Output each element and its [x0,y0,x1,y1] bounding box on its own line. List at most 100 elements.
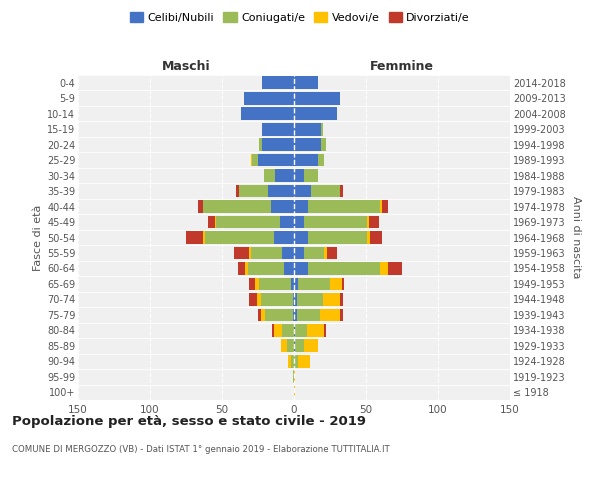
Bar [205,231,274,244]
Bar [294,169,304,182]
Y-axis label: Fasce di età: Fasce di età [32,204,43,270]
Bar [294,76,319,89]
Bar [308,231,367,244]
Bar [294,340,295,352]
Bar [262,76,294,89]
Text: Maschi: Maschi [161,60,211,72]
Bar [291,278,294,290]
Bar [215,216,216,228]
Bar [370,231,382,244]
Bar [197,200,203,213]
Bar [294,262,308,275]
Bar [294,293,297,306]
Bar [388,262,402,275]
Bar [294,324,295,336]
Bar [271,200,294,213]
Bar [297,308,320,321]
Bar [294,308,297,321]
Bar [264,169,275,182]
Bar [250,278,255,290]
Bar [367,231,370,244]
Bar [274,231,294,244]
Bar [380,200,382,213]
Bar [250,293,257,306]
Bar [294,370,295,383]
Bar [241,108,294,120]
Bar [244,92,294,104]
Bar [236,184,239,198]
Bar [186,231,203,244]
Bar [251,154,252,166]
Text: Popolazione per età, sesso e stato civile - 2019: Popolazione per età, sesso e stato civil… [12,415,366,428]
Bar [308,200,380,213]
Bar [369,216,379,228]
Bar [294,138,322,151]
Bar [311,184,340,198]
Bar [275,169,294,182]
Bar [298,355,310,368]
Bar [322,123,323,136]
Bar [284,262,294,275]
Bar [324,324,326,336]
Bar [294,200,308,213]
Bar [304,340,319,352]
Bar [330,278,341,290]
Bar [307,324,324,336]
Bar [288,355,291,368]
Bar [281,340,287,352]
Bar [252,154,258,166]
Bar [265,308,293,321]
Bar [262,123,294,136]
Bar [297,293,323,306]
Bar [304,246,324,260]
Bar [293,293,294,306]
Bar [294,386,295,398]
Bar [258,154,294,166]
Bar [293,308,294,321]
Bar [248,262,284,275]
Bar [294,108,337,120]
Bar [233,246,250,260]
Bar [382,200,388,213]
Bar [259,278,291,290]
Bar [294,278,298,290]
Bar [294,355,298,368]
Bar [262,138,294,151]
Bar [295,324,307,336]
Bar [298,278,330,290]
Bar [287,340,294,352]
Bar [319,154,324,166]
Bar [250,246,251,260]
Bar [294,154,319,166]
Bar [293,370,294,383]
Bar [291,355,294,368]
Bar [203,231,205,244]
Bar [294,246,304,260]
Bar [216,216,280,228]
Bar [280,216,294,228]
Bar [274,324,283,336]
Bar [340,308,343,321]
Bar [259,138,262,151]
Bar [308,262,380,275]
Bar [261,308,265,321]
Bar [245,262,248,275]
Bar [340,293,343,306]
Y-axis label: Anni di nascita: Anni di nascita [571,196,581,279]
Bar [272,324,274,336]
Bar [261,293,293,306]
Bar [294,216,304,228]
Text: Femmine: Femmine [370,60,434,72]
Bar [283,246,294,260]
Bar [380,262,388,275]
Bar [251,246,283,260]
Bar [304,169,319,182]
Text: COMUNE DI MERGOZZO (VB) - Dati ISTAT 1° gennaio 2019 - Elaborazione TUTTITALIA.I: COMUNE DI MERGOZZO (VB) - Dati ISTAT 1° … [12,445,390,454]
Bar [238,262,245,275]
Bar [255,278,259,290]
Legend: Celibi/Nubili, Coniugati/e, Vedovi/e, Divorziati/e: Celibi/Nubili, Coniugati/e, Vedovi/e, Di… [125,8,475,28]
Bar [258,308,261,321]
Bar [324,246,327,260]
Bar [295,340,304,352]
Bar [203,200,271,213]
